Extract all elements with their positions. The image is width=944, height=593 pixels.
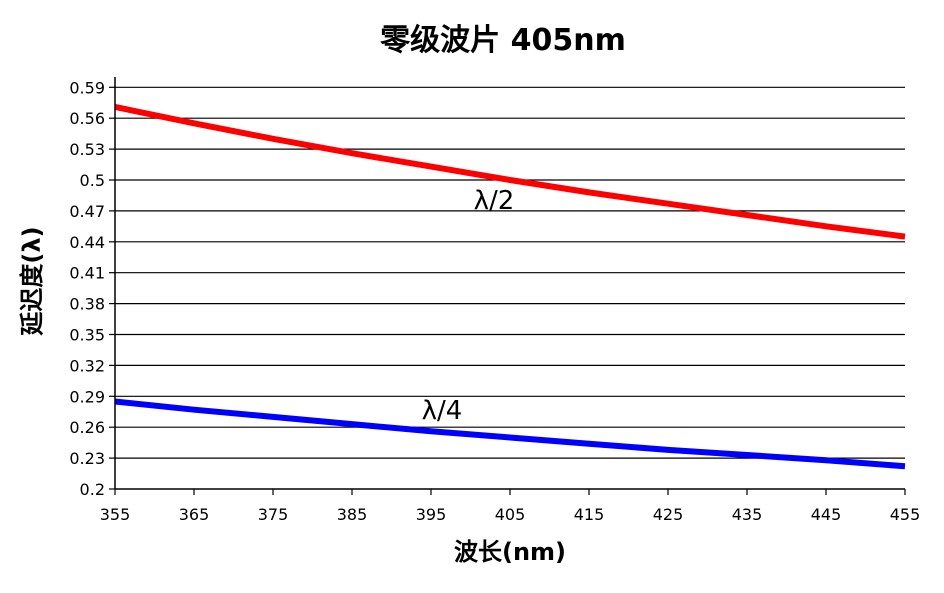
y-tick-label: 0.23 xyxy=(69,449,105,468)
y-axis-label: 延迟度(λ) xyxy=(18,226,46,336)
x-tick-label: 355 xyxy=(100,505,131,524)
y-tick-label: 0.38 xyxy=(69,295,105,314)
y-tick-label: 0.32 xyxy=(69,356,105,375)
x-tick-label: 405 xyxy=(495,505,526,524)
y-tick-label: 0.2 xyxy=(80,480,105,499)
series-line-quarter-wave xyxy=(114,398,906,470)
y-tick-label: 0.29 xyxy=(69,387,105,406)
x-tick-label: 365 xyxy=(179,505,210,524)
series-label-quarter-wave: λ/4 xyxy=(422,396,463,426)
y-tick-label: 0.35 xyxy=(69,326,105,345)
x-tick-label: 375 xyxy=(258,505,289,524)
chart-title: 零级波片 405nm xyxy=(380,23,626,58)
y-tick-label: 0.44 xyxy=(69,233,105,252)
y-tick-label: 0.26 xyxy=(69,418,105,437)
x-tick-label: 425 xyxy=(653,505,684,524)
x-axis-label: 波长(nm) xyxy=(454,538,566,566)
x-tick-label: 445 xyxy=(811,505,842,524)
x-tick-label: 455 xyxy=(890,505,921,524)
y-tick-label: 0.41 xyxy=(69,264,105,283)
y-tick-label: 0.47 xyxy=(69,202,105,221)
series-layer xyxy=(114,103,906,470)
y-tick-label: 0.56 xyxy=(69,109,105,128)
x-tick-label: 415 xyxy=(574,505,605,524)
x-tick-label: 395 xyxy=(416,505,447,524)
x-tick-label: 385 xyxy=(337,505,368,524)
y-tick-label: 0.53 xyxy=(69,140,105,159)
series-label-half-wave: λ/2 xyxy=(474,186,515,216)
grid-lines xyxy=(115,86,905,459)
tick-labels: 0.2 0.23 0.26 0.29 0.32 0.35 0.38 0.41 0.44 0.47 0… xyxy=(69,78,920,524)
y-tick-label: 0.5 xyxy=(80,171,105,190)
x-tick-label: 435 xyxy=(732,505,763,524)
series-line-half-wave xyxy=(114,103,906,240)
axes xyxy=(109,77,906,495)
y-tick-label: 0.59 xyxy=(69,78,105,97)
